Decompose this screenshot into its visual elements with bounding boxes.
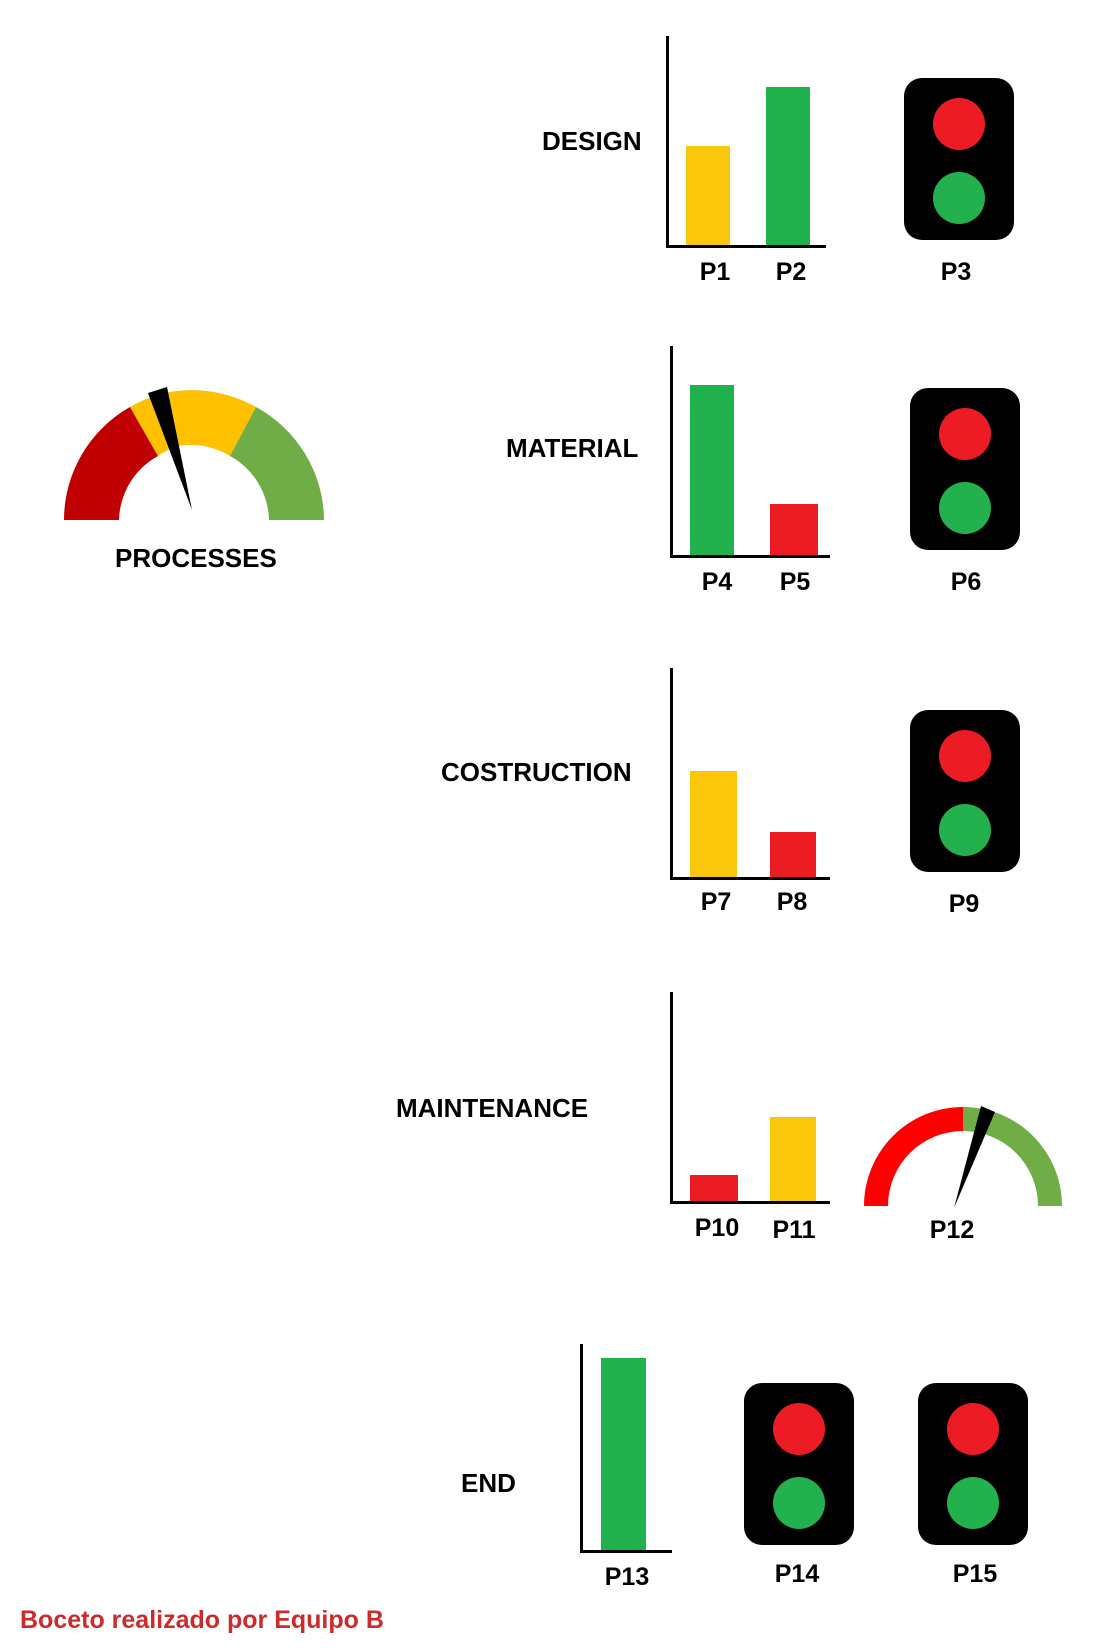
gauge-needle xyxy=(148,387,192,510)
indicator-label-p12: P12 xyxy=(929,1216,975,1244)
green-lamp xyxy=(933,172,985,224)
bar-label-p11: P11 xyxy=(772,1216,816,1244)
gauge-segment-green xyxy=(230,407,324,520)
bar-p5 xyxy=(770,504,818,555)
bar-label-p5: P5 xyxy=(779,568,811,596)
traffic-light-p3 xyxy=(904,78,1014,240)
bar-label-p13: P13 xyxy=(604,1563,650,1591)
red-lamp xyxy=(939,408,991,460)
chart-y-axis xyxy=(666,36,669,248)
bar-chart-maintenance xyxy=(670,992,830,1204)
red-lamp xyxy=(939,730,991,782)
footer-credit: Boceto realizado por Equipo B xyxy=(20,1606,384,1634)
traffic-light-p9 xyxy=(910,710,1020,872)
chart-y-axis xyxy=(670,992,673,1204)
bar-chart-design xyxy=(666,36,826,248)
indicator-label-p14: P14 xyxy=(774,1560,820,1588)
bar-label-p1: P1 xyxy=(699,258,731,286)
bar-label-p7: P7 xyxy=(700,888,732,916)
bar-label-p4: P4 xyxy=(701,568,733,596)
red-lamp xyxy=(947,1403,999,1455)
bar-p8 xyxy=(770,832,816,877)
section-title-costruction: COSTRUCTION xyxy=(441,757,632,787)
bar-label-p8: P8 xyxy=(776,888,808,916)
green-lamp xyxy=(939,804,991,856)
green-lamp xyxy=(947,1477,999,1529)
red-lamp xyxy=(933,98,985,150)
gauge-segment-green xyxy=(963,1107,1062,1206)
bar-p7 xyxy=(690,771,737,877)
chart-y-axis xyxy=(670,346,673,558)
chart-x-axis xyxy=(580,1550,672,1553)
traffic-light-p6 xyxy=(910,388,1020,550)
processes-label: PROCESSES xyxy=(115,543,277,573)
chart-x-axis xyxy=(670,555,830,558)
bar-chart-costruction xyxy=(670,668,830,880)
chart-y-axis xyxy=(670,668,673,880)
indicator-label-p15: P15 xyxy=(952,1560,998,1588)
gauge-segment-red xyxy=(64,407,158,520)
bar-chart-end xyxy=(580,1344,672,1553)
bar-p11 xyxy=(770,1117,816,1201)
section-title-material: MATERIAL xyxy=(506,433,639,463)
green-lamp xyxy=(939,482,991,534)
gauge-segment-yellow-2 xyxy=(170,390,256,456)
bar-label-p2: P2 xyxy=(775,258,807,286)
section-title-design: DESIGN xyxy=(542,126,642,156)
chart-x-axis xyxy=(666,245,826,248)
bar-p4 xyxy=(690,385,734,555)
green-lamp xyxy=(773,1477,825,1529)
section-title-end: END xyxy=(461,1468,516,1498)
chart-x-axis xyxy=(670,877,830,880)
traffic-light-p14 xyxy=(744,1383,854,1545)
chart-x-axis xyxy=(670,1201,830,1204)
indicator-label-p9: P9 xyxy=(948,890,980,918)
bar-label-p10: P10 xyxy=(694,1214,740,1242)
bar-chart-material xyxy=(670,346,830,558)
p12-gauge xyxy=(864,1106,1062,1208)
bar-p13 xyxy=(601,1358,646,1550)
gauge-segment-red xyxy=(864,1107,963,1206)
bar-p10 xyxy=(690,1175,738,1201)
red-lamp xyxy=(773,1403,825,1455)
indicator-label-p6: P6 xyxy=(950,568,982,596)
processes-gauge xyxy=(64,387,324,520)
chart-y-axis xyxy=(580,1344,583,1553)
bar-p2 xyxy=(766,87,810,245)
indicator-label-p3: P3 xyxy=(940,258,972,286)
section-title-maintenance: MAINTENANCE xyxy=(396,1093,589,1123)
gauge-needle xyxy=(954,1106,995,1208)
bar-p1 xyxy=(686,146,730,245)
traffic-light-p15 xyxy=(918,1383,1028,1545)
